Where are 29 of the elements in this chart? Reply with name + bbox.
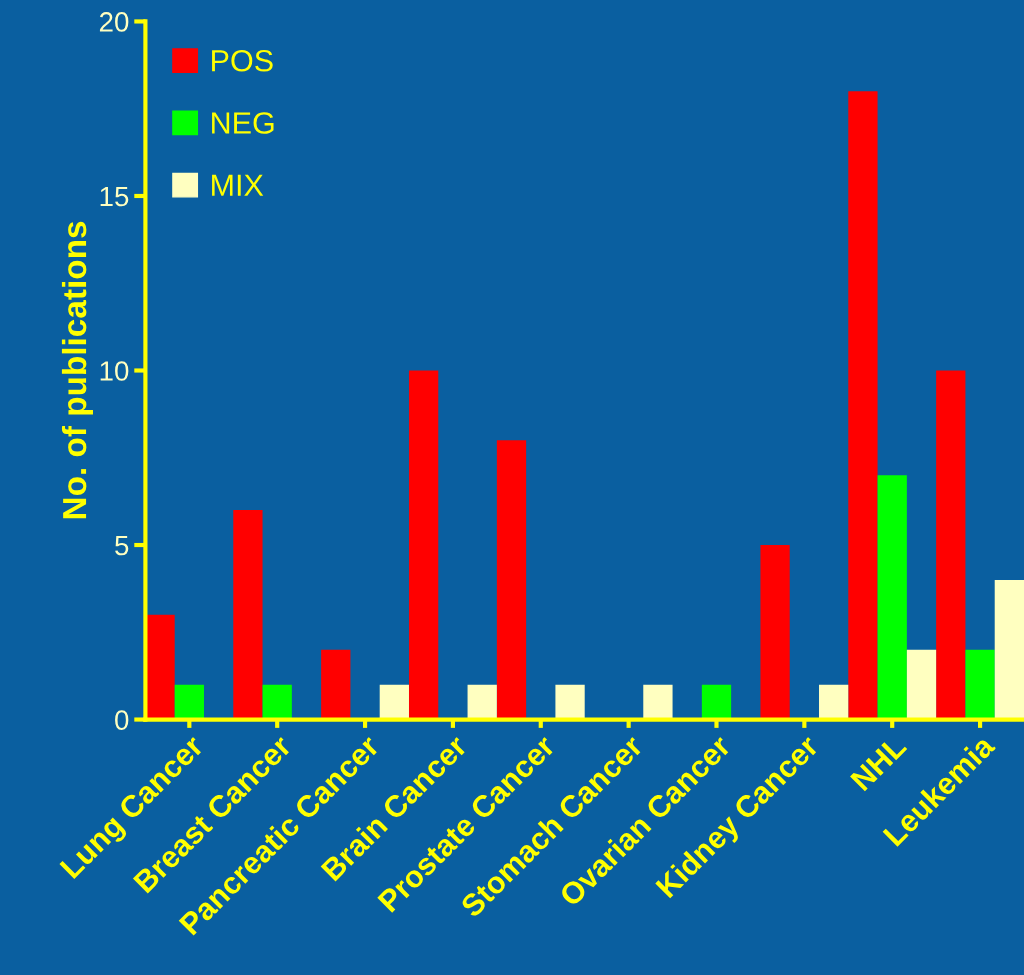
bar <box>145 614 175 720</box>
y-tick-label: 5 <box>115 535 129 556</box>
y-tick-label: 20 <box>99 12 129 32</box>
bar <box>321 649 351 720</box>
y-tick-label: 0 <box>115 710 129 730</box>
bar <box>936 370 966 720</box>
bar <box>877 475 907 720</box>
bar <box>819 684 849 720</box>
bar <box>701 684 732 720</box>
y-tick-label: 10 <box>100 361 129 381</box>
legend-label: POS <box>212 49 273 72</box>
y-tick-label: 15 <box>100 186 129 207</box>
bar <box>496 440 527 720</box>
bar <box>379 684 409 720</box>
bar <box>408 370 439 720</box>
bar <box>760 545 790 720</box>
bar <box>555 684 585 720</box>
bar <box>965 649 995 720</box>
bar <box>233 510 263 720</box>
legend-label: NEG <box>212 112 274 134</box>
bar <box>643 684 673 720</box>
y-axis-title: No. of publications <box>61 221 93 519</box>
bar <box>906 649 937 720</box>
bar <box>848 91 878 720</box>
bar <box>262 684 292 720</box>
bar <box>467 684 497 720</box>
legend-label: MIX <box>212 174 264 196</box>
bar <box>994 579 1024 720</box>
bar <box>174 684 204 720</box>
